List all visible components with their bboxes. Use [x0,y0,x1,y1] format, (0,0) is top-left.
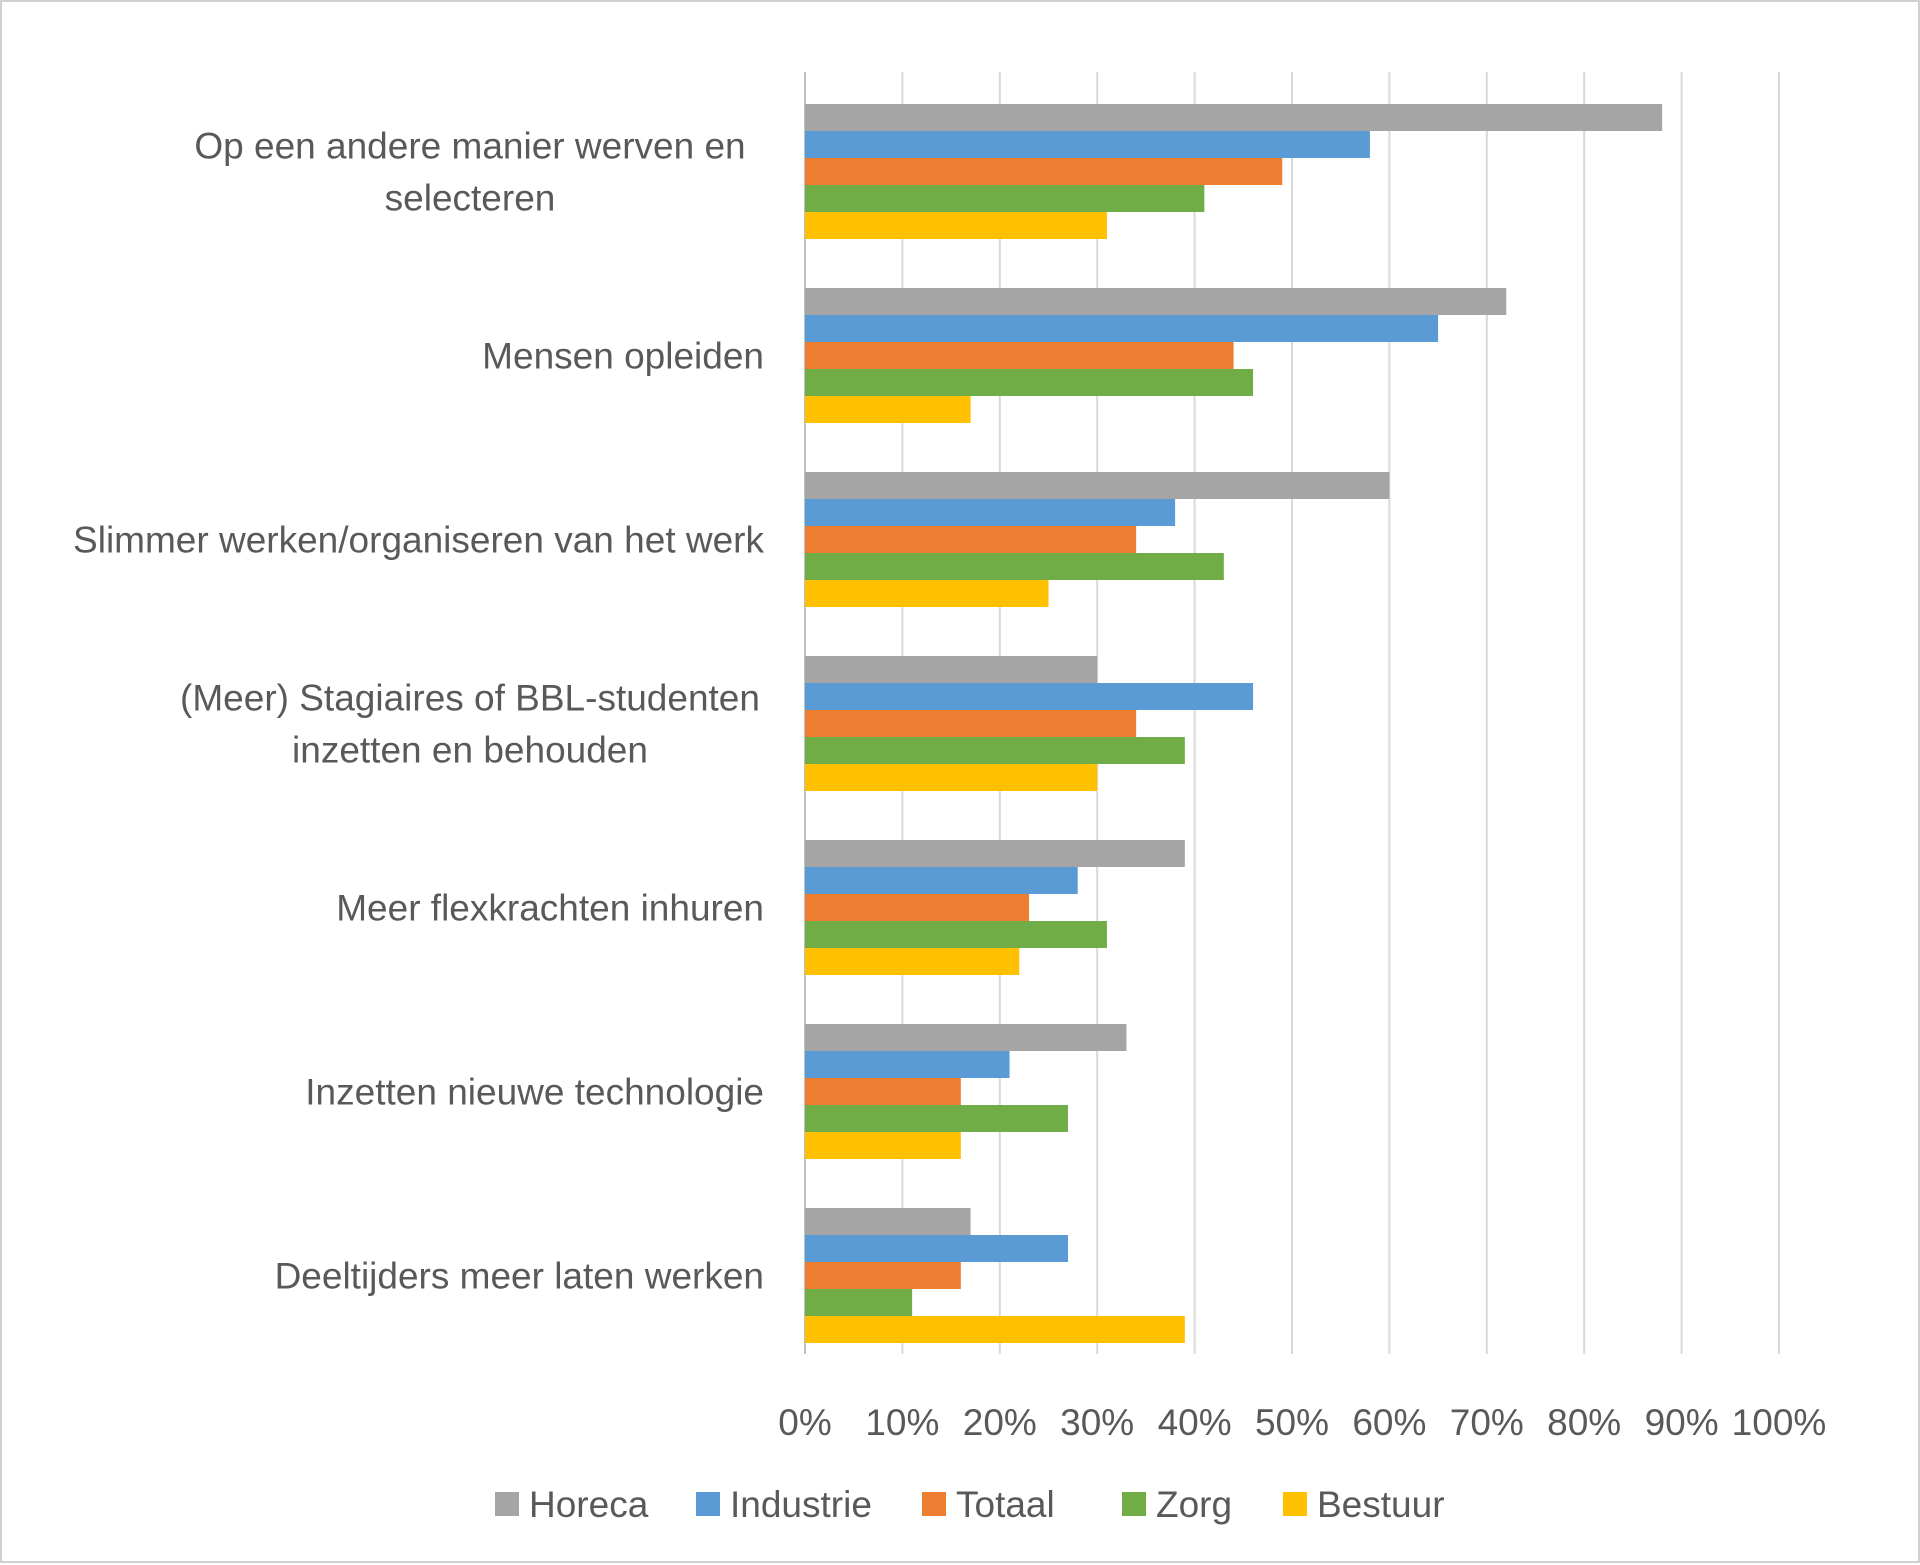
bar-horeca [805,656,1098,683]
bar-totaal [805,1262,961,1289]
x-tick-label: 70% [1450,1402,1524,1443]
x-tick-label: 0% [778,1402,831,1443]
bar-zorg [805,553,1224,580]
x-tick-label: 60% [1352,1402,1426,1443]
category-label: inzetten en behouden [292,730,648,771]
category-label: selecteren [385,178,556,219]
bar-industrie [805,1235,1068,1262]
x-axis-ticks: 0% 10% 20% 30% 40% 50% 60% 70% 80% 90% 100% [778,1402,1826,1443]
bar-zorg [805,737,1185,764]
bar-bestuur [805,948,1020,975]
legend-swatch [1283,1492,1307,1516]
category-label: Inzetten nieuwe technologie [305,1072,764,1113]
x-tick-label: 40% [1158,1402,1232,1443]
bar-industrie [805,315,1439,342]
bar-horeca [805,472,1390,499]
x-tick-label: 30% [1060,1402,1134,1443]
gridlines [804,72,1780,1354]
bar-bestuur [805,1132,961,1159]
bar-horeca [805,1024,1127,1051]
bar-industrie [805,867,1078,894]
legend-swatch [1122,1492,1146,1516]
legend-swatch [495,1492,519,1516]
bar-zorg [805,921,1107,948]
bar-zorg [805,369,1254,396]
bar-horeca [805,1208,971,1235]
bar-industrie [805,683,1254,710]
bar-zorg [805,1289,913,1316]
bars [805,104,1663,1343]
bar-totaal [805,1078,961,1105]
legend-label: Zorg [1156,1484,1232,1525]
x-tick-label: 50% [1255,1402,1329,1443]
category-labels: Op een andere manier werven en selecteren… [73,126,764,1297]
legend-label: Industrie [730,1484,872,1525]
x-tick-label: 10% [865,1402,939,1443]
bar-industrie [805,131,1370,158]
legend-label: Bestuur [1317,1484,1445,1525]
x-tick-label: 100% [1732,1402,1827,1443]
category-label: Deeltijders meer laten werken [275,1256,764,1297]
legend-label: Totaal [956,1484,1055,1525]
category-label: Slimmer werken/organiseren van het werk [73,520,764,561]
bar-bestuur [805,396,971,423]
bar-bestuur [805,580,1049,607]
legend-swatch [696,1492,720,1516]
bar-bestuur [805,212,1107,239]
bar-zorg [805,185,1205,212]
category-label: Meer flexkrachten inhuren [336,888,764,929]
bar-horeca [805,288,1507,315]
legend-swatch [922,1492,946,1516]
category-label: (Meer) Stagiaires of BBL-studenten [180,678,760,719]
category-label: Mensen opleiden [482,336,764,377]
bar-bestuur [805,764,1098,791]
x-tick-label: 90% [1645,1402,1719,1443]
bar-bestuur [805,1316,1185,1343]
bar-industrie [805,1051,1010,1078]
bar-totaal [805,342,1234,369]
bar-totaal [805,894,1030,921]
legend: Horeca Industrie Totaal Zorg Bestuur [495,1484,1445,1525]
bar-totaal [805,710,1137,737]
bar-horeca [805,104,1663,131]
legend-label: Horeca [529,1484,649,1525]
bar-zorg [805,1105,1068,1132]
bar-industrie [805,499,1176,526]
bar-totaal [805,158,1283,185]
category-label: Op een andere manier werven en [194,126,745,167]
x-tick-label: 80% [1547,1402,1621,1443]
bar-horeca [805,840,1185,867]
x-tick-label: 20% [963,1402,1037,1443]
bar-totaal [805,526,1137,553]
